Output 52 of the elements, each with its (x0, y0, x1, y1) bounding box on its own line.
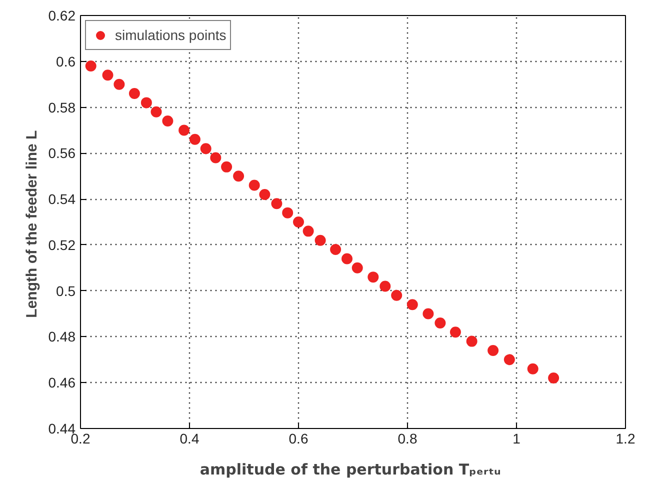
y-tick-label: 0.58 (48, 99, 76, 116)
point (422, 308, 434, 320)
legend-label: simulations points (115, 27, 226, 43)
y-tick-label: 0.52 (48, 236, 76, 253)
y-tick-label: 0.48 (48, 328, 76, 345)
point (221, 161, 232, 172)
point (85, 60, 96, 72)
point (466, 336, 478, 347)
point (302, 226, 314, 237)
point (259, 188, 270, 200)
y-tick-label: 0.54 (48, 191, 76, 208)
y-tick-label: 0.46 (48, 374, 76, 391)
y-axis-title: Length of the feeder line L (23, 130, 40, 318)
point (248, 180, 260, 191)
point (450, 326, 461, 338)
x-axis-title: amplitude of the perturbation Tₚₑᵣₜᵤ (200, 460, 501, 478)
point (352, 262, 363, 274)
x-tick-label: 0.6 (288, 430, 308, 446)
point (488, 345, 499, 356)
point (102, 70, 114, 81)
point (128, 88, 140, 99)
point (314, 234, 326, 246)
point (434, 317, 446, 328)
point (178, 124, 190, 136)
point (114, 78, 125, 90)
y-tick-label: 0.56 (48, 145, 76, 162)
point (162, 116, 174, 127)
point (368, 272, 379, 283)
point (140, 97, 152, 108)
point (150, 106, 162, 118)
point (391, 290, 402, 301)
point (406, 299, 418, 310)
point (342, 253, 353, 264)
x-tick-label: 1 (512, 430, 521, 446)
x-tick-label: 0.4 (180, 430, 200, 446)
point (282, 207, 294, 218)
y-tick-label: 0.5 (56, 282, 76, 299)
point (189, 134, 200, 145)
point (271, 198, 282, 210)
x-tick-label: 1.2 (616, 430, 636, 446)
point (504, 354, 515, 366)
x-tick-label: 0.8 (398, 430, 418, 446)
point (380, 280, 391, 292)
y-tick-label: 0.6 (56, 53, 76, 70)
point (210, 152, 222, 164)
point (330, 244, 342, 256)
point (527, 363, 538, 374)
point (200, 143, 212, 154)
point (548, 372, 560, 384)
y-tick-label: 0.62 (48, 8, 76, 24)
point (233, 170, 244, 182)
point (293, 216, 304, 228)
